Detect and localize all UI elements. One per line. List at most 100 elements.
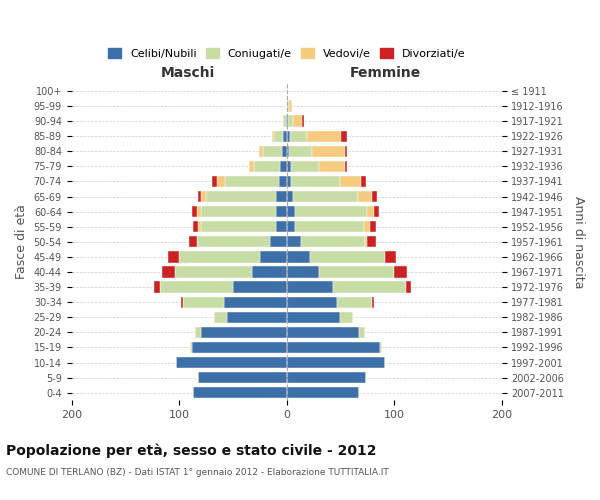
Bar bbox=[224, 296, 287, 308]
Bar bbox=[370, 221, 376, 232]
Bar bbox=[287, 372, 366, 384]
Bar bbox=[200, 206, 276, 218]
Bar bbox=[212, 176, 217, 187]
Bar bbox=[193, 387, 287, 398]
Bar bbox=[287, 221, 295, 232]
Bar bbox=[313, 146, 344, 157]
Bar bbox=[276, 206, 287, 218]
Bar bbox=[214, 312, 227, 323]
Bar bbox=[200, 326, 287, 338]
Bar bbox=[272, 130, 274, 142]
Bar bbox=[160, 282, 233, 292]
Bar bbox=[295, 206, 367, 218]
Bar bbox=[179, 251, 260, 262]
Bar bbox=[283, 116, 286, 126]
Bar bbox=[199, 221, 200, 232]
Bar bbox=[290, 130, 307, 142]
Bar bbox=[307, 130, 341, 142]
Bar bbox=[394, 266, 407, 278]
Bar bbox=[162, 266, 175, 278]
Text: Femmine: Femmine bbox=[350, 66, 421, 80]
Bar bbox=[380, 342, 382, 353]
Bar bbox=[227, 312, 287, 323]
Bar bbox=[249, 160, 254, 172]
Bar bbox=[176, 357, 287, 368]
Bar bbox=[301, 236, 365, 248]
Bar bbox=[263, 146, 283, 157]
Bar bbox=[291, 176, 340, 187]
Bar bbox=[192, 206, 197, 218]
Bar bbox=[190, 342, 192, 353]
Bar bbox=[283, 146, 287, 157]
Bar bbox=[206, 191, 276, 202]
Bar bbox=[287, 312, 340, 323]
Bar bbox=[340, 312, 353, 323]
Bar bbox=[289, 100, 292, 112]
Bar bbox=[289, 146, 313, 157]
Bar bbox=[279, 176, 287, 187]
Text: Maschi: Maschi bbox=[161, 66, 215, 80]
Bar bbox=[287, 191, 293, 202]
Bar bbox=[364, 221, 370, 232]
Bar bbox=[361, 176, 366, 187]
Bar bbox=[344, 160, 347, 172]
Bar bbox=[358, 191, 371, 202]
Bar bbox=[367, 236, 376, 248]
Bar bbox=[385, 251, 396, 262]
Bar bbox=[200, 221, 276, 232]
Bar bbox=[280, 160, 287, 172]
Bar bbox=[200, 191, 206, 202]
Legend: Celibi/Nubili, Coniugati/e, Vedovi/e, Divorziati/e: Celibi/Nubili, Coniugati/e, Vedovi/e, Di… bbox=[104, 44, 469, 62]
Bar bbox=[252, 266, 287, 278]
Bar bbox=[287, 176, 291, 187]
Bar bbox=[341, 130, 347, 142]
Bar bbox=[271, 236, 287, 248]
Bar bbox=[254, 160, 280, 172]
Bar bbox=[287, 236, 301, 248]
Bar bbox=[287, 160, 291, 172]
Bar bbox=[291, 160, 319, 172]
Bar bbox=[293, 191, 358, 202]
Bar bbox=[367, 206, 374, 218]
Bar bbox=[217, 176, 226, 187]
Bar bbox=[310, 251, 385, 262]
Bar bbox=[340, 176, 361, 187]
Bar bbox=[287, 130, 290, 142]
Bar bbox=[287, 326, 359, 338]
Bar bbox=[197, 206, 200, 218]
Bar bbox=[189, 236, 197, 248]
Bar bbox=[293, 116, 302, 126]
Bar bbox=[287, 116, 293, 126]
Bar bbox=[287, 266, 319, 278]
Bar bbox=[344, 146, 347, 157]
Bar bbox=[181, 296, 184, 308]
Bar bbox=[175, 266, 252, 278]
Bar bbox=[233, 282, 287, 292]
Bar bbox=[287, 342, 380, 353]
Bar bbox=[169, 251, 179, 262]
Bar bbox=[276, 221, 287, 232]
Bar bbox=[260, 251, 287, 262]
Bar bbox=[359, 326, 365, 338]
Bar bbox=[197, 236, 271, 248]
Bar bbox=[154, 282, 160, 292]
Bar bbox=[406, 282, 411, 292]
Bar bbox=[199, 191, 200, 202]
Bar bbox=[274, 130, 283, 142]
Bar bbox=[184, 296, 224, 308]
Bar bbox=[287, 251, 310, 262]
Bar bbox=[259, 146, 263, 157]
Bar bbox=[295, 221, 364, 232]
Bar bbox=[365, 236, 367, 248]
Bar bbox=[192, 342, 287, 353]
Bar bbox=[195, 326, 200, 338]
Y-axis label: Fasce di età: Fasce di età bbox=[15, 204, 28, 279]
Bar bbox=[287, 206, 295, 218]
Bar bbox=[371, 296, 374, 308]
Bar bbox=[287, 282, 333, 292]
Bar bbox=[374, 206, 379, 218]
Bar bbox=[283, 130, 287, 142]
Bar bbox=[302, 116, 304, 126]
Bar bbox=[287, 146, 289, 157]
Bar bbox=[287, 357, 385, 368]
